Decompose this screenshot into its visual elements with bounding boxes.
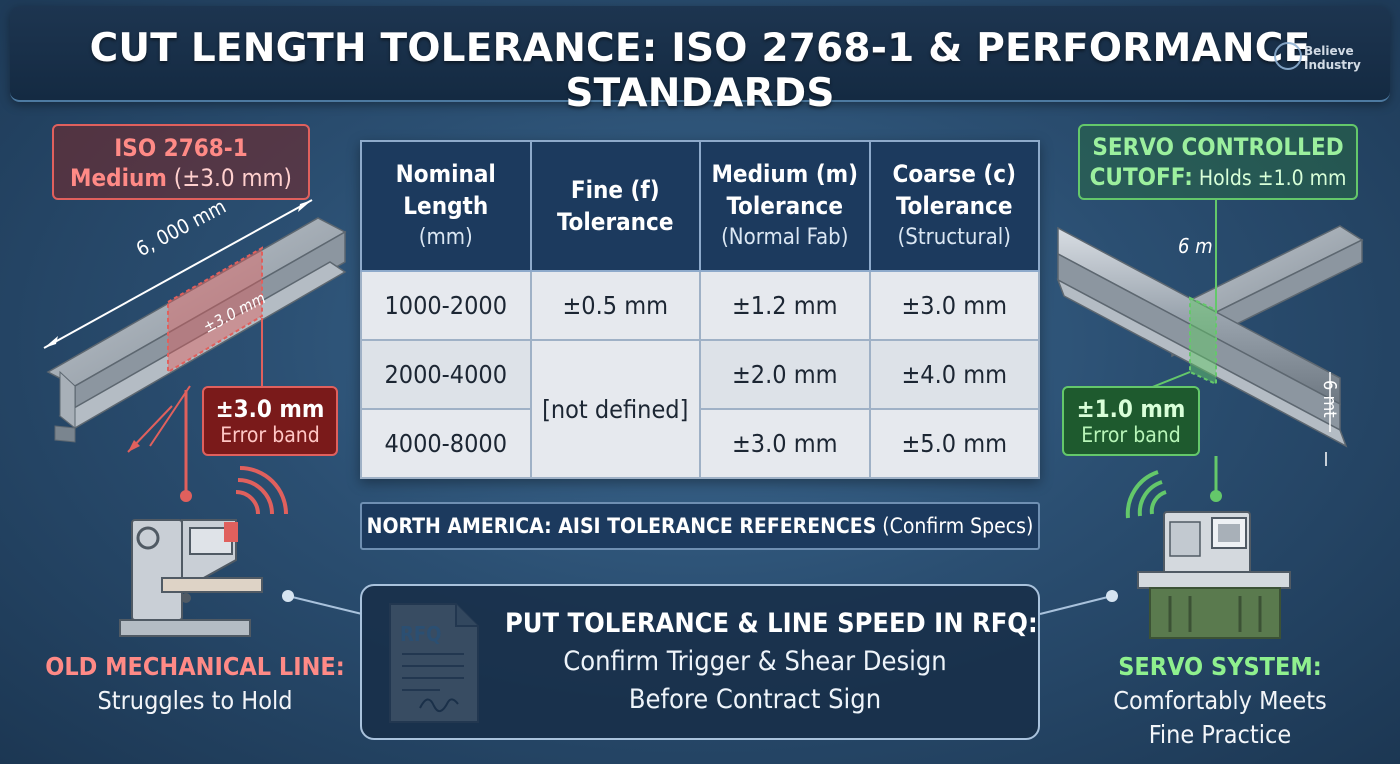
title-bar [10,6,1390,102]
header-coarse-tolerance: Coarse (c) Tolerance (Structural) [868,140,1040,272]
cell-medium: ±2.0 mm [699,339,871,410]
servo-callout-holds: Holds ±1.0 mm [1192,166,1347,190]
cell-coarse: ±3.0 mm [868,270,1040,341]
brand-logo: Believe Industry [1270,38,1390,82]
rfq-panel [360,584,1040,740]
right-connector-dot [1210,490,1222,502]
rfq-heading: PUT TOLERANCE & LINE SPEED IN RFQ: [505,608,1038,639]
servo-system-subtitle-1: Comfortably Meets [1113,686,1327,715]
iso-callout-title: ISO 2768-1 [114,134,248,162]
left-connector-dot [180,490,192,502]
right-height-dimension: 6 mt [1319,380,1340,418]
tolerance-table: Nominal Length (mm) Fine (f) Tolerance Medi… [360,140,1040,479]
header-nominal-length: Nominal Length (mm) [360,140,532,272]
left-error-label: Error band [220,423,320,447]
right-error-value: ±1.0 mm [1076,395,1186,423]
globe-icon [1274,42,1302,70]
brand-line-2: Industry [1304,58,1361,72]
cell-coarse: ±5.0 mm [868,408,1040,479]
servo-callout-cutoff: CUTOFF: [1089,163,1193,191]
rfq-doc-label: RFQ [400,622,442,646]
north-america-note-rest: (Confirm Specs) [876,514,1034,538]
old-mechanical-line-label: OLD MECHANICAL LINE: Struggles to Hold [30,650,360,718]
cell-length: 4000-8000 [360,408,532,479]
iso-callout-subtitle: Medium (±3.0 mm) [54,163,308,193]
left-i-beam [43,199,347,453]
table-row: 1000-2000 ±0.5 mm ±1.2 mm ±3.0 mm [360,270,1040,341]
brand-line-1: Believe [1304,44,1354,58]
servo-callout: SERVO CONTROLLED CUTOFF: Holds ±1.0 mm [1078,124,1358,200]
iso-callout: ISO 2768-1 Medium (±3.0 mm) [52,124,310,200]
iso-callout-medium: Medium [70,164,167,192]
right-error-label: Error band [1081,423,1181,447]
servo-machine-icon [1125,470,1291,639]
right-error-band-badge: ±1.0 mm Error band [1062,386,1200,456]
servo-system-label: SERVO SYSTEM: Comfortably Meets Fine Pra… [1060,650,1380,752]
servo-callout-title: SERVO CONTROLLED [1092,133,1344,161]
old-line-title: OLD MECHANICAL LINE: [45,652,345,681]
page-title: CUT LENGTH TOLERANCE: ISO 2768-1 & PERFO… [89,26,1311,116]
mechanical-press-icon [119,466,288,637]
cell-medium: ±3.0 mm [699,408,871,479]
rfq-connector-right [1039,595,1113,615]
iso-callout-value: (±3.0 mm) [166,164,292,192]
old-line-subtitle: Struggles to Hold [97,686,293,715]
table-row: 4000-8000 ±3.0 mm ±5.0 mm [360,408,1040,479]
cell-medium: ±1.2 mm [699,270,871,341]
rfq-connector-left [287,595,363,615]
servo-system-title: SERVO SYSTEM: [1118,652,1322,681]
right-length-dimension: 6 m [1178,234,1213,258]
right-i-beam [1056,200,1364,466]
rfq-line-1: Confirm Trigger & Shear Design [563,646,947,677]
north-america-note-bold: NORTH AMERICA: AISI TOLERANCE REFERENCES [366,514,877,538]
header-medium-tolerance: Medium (m) Tolerance (Normal Fab) [699,140,871,272]
servo-callout-subtitle: CUTOFF: Holds ±1.0 mm [1080,162,1356,193]
cell-length: 2000-4000 [360,339,532,410]
cell-length: 1000-2000 [360,270,532,341]
cell-fine-not-defined: [not defined] [529,339,701,479]
rfq-line-2: Before Contract Sign [628,684,882,715]
servo-system-subtitle-2: Fine Practice [1148,720,1292,749]
left-error-value: ±3.0 mm [215,395,325,423]
north-america-note: NORTH AMERICA: AISI TOLERANCE REFERENCES… [360,502,1040,550]
cell-fine: ±0.5 mm [529,270,701,341]
left-error-band-badge: ±3.0 mm Error band [202,386,338,456]
cell-coarse: ±4.0 mm [868,339,1040,410]
table-row: 2000-4000 [not defined] ±2.0 mm ±4.0 mm [360,339,1040,479]
table-header-row: Nominal Length (mm) Fine (f) Tolerance Medi… [360,140,1040,272]
header-fine-tolerance: Fine (f) Tolerance [529,140,701,272]
